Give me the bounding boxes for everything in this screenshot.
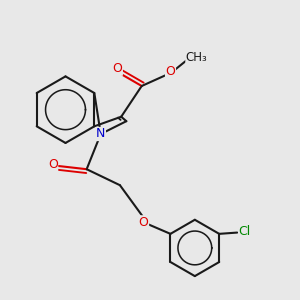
Text: N: N — [96, 128, 105, 140]
Text: O: O — [48, 158, 58, 171]
Text: O: O — [166, 65, 176, 78]
Text: O: O — [112, 62, 122, 75]
Text: Cl: Cl — [239, 225, 251, 239]
Text: O: O — [139, 216, 148, 229]
Text: CH₃: CH₃ — [186, 51, 208, 64]
